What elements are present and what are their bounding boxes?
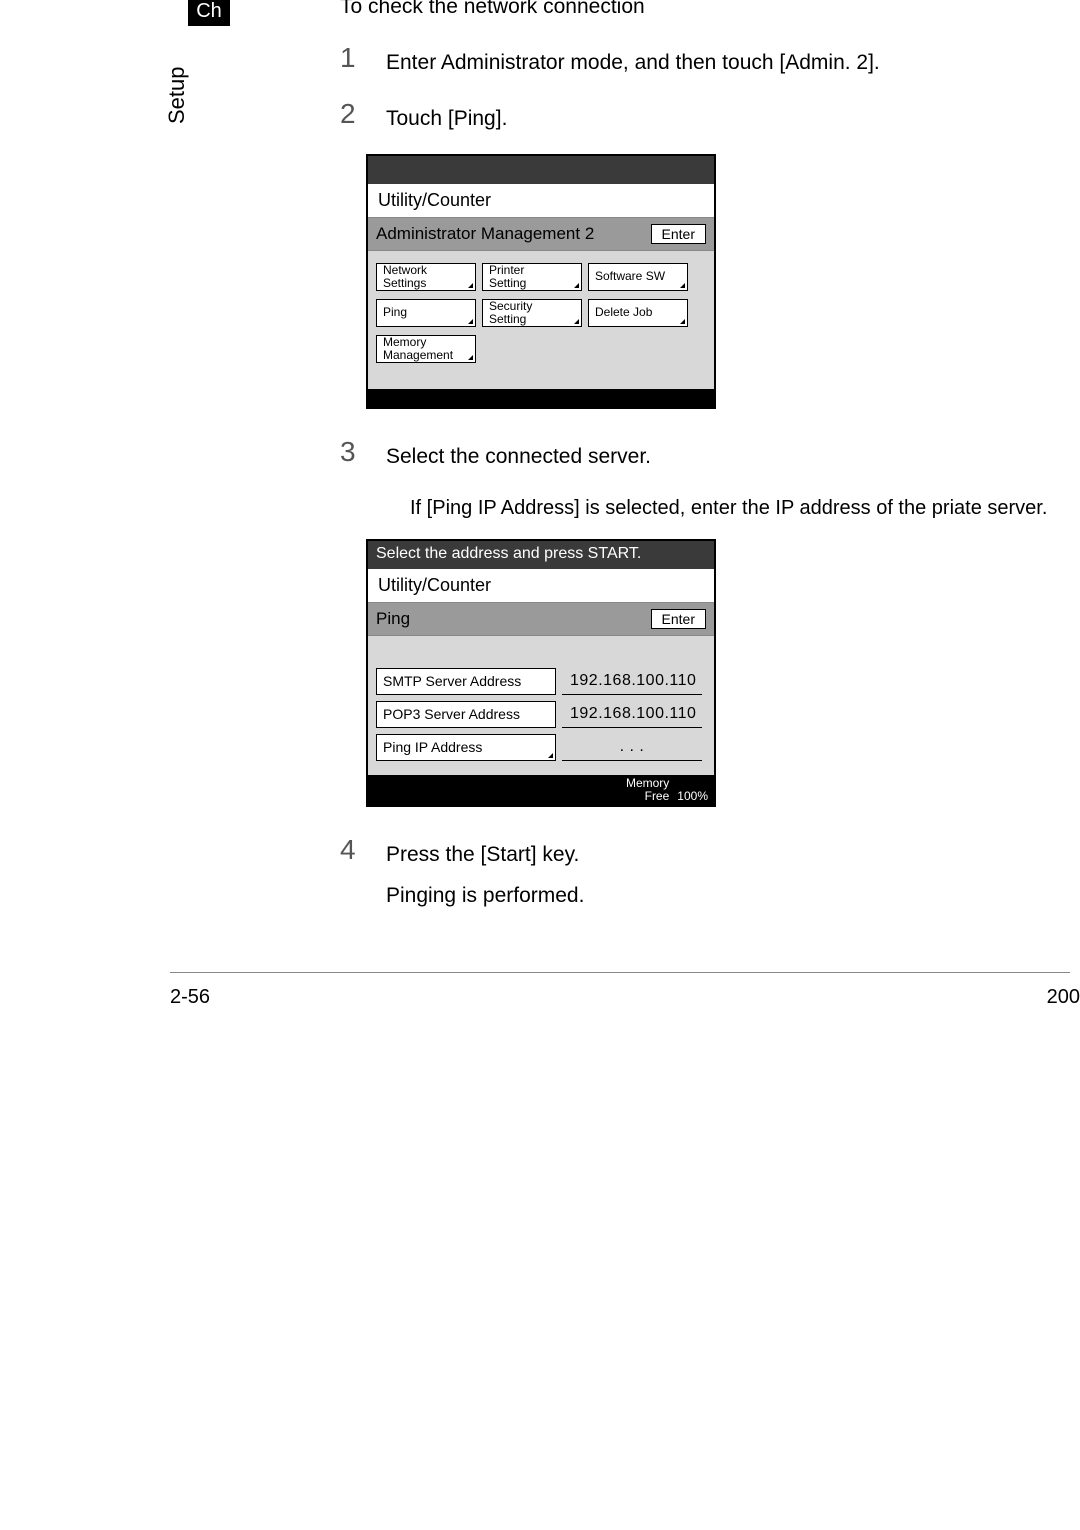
step-number: 4	[340, 835, 386, 866]
memory-free-bar: Memory Free 100%	[368, 775, 714, 805]
smtp-server-button[interactable]: SMTP Server Address	[376, 668, 556, 695]
step-subtext: If [Ping IP Address] is selected, enter …	[410, 493, 1080, 523]
smtp-value: 192.168.100.110	[562, 668, 702, 695]
utility-panel-2: Select the address and press START. Util…	[366, 539, 716, 807]
sidebar-setup-label: Setup	[164, 67, 190, 125]
panel-body: SMTP Server Address 192.168.100.110 POP3…	[368, 636, 714, 775]
panel-greybar: Administrator Management 2 Enter	[368, 218, 714, 251]
button-row: Ping Security Setting Delete Job	[376, 299, 706, 327]
enter-button[interactable]: Enter	[651, 224, 706, 244]
step-text: Select the connected server.	[386, 437, 651, 473]
step-4: 4 Press the [Start] key.	[340, 835, 1080, 871]
network-settings-button[interactable]: Network Settings	[376, 263, 476, 291]
step-text: Touch [Ping].	[386, 99, 507, 135]
page-number-right: 200	[1047, 986, 1080, 1009]
page-number-left: 2-56	[170, 986, 210, 1009]
printer-setting-button[interactable]: Printer Setting	[482, 263, 582, 291]
step-1: 1 Enter Administrator mode, and then tou…	[340, 43, 1080, 79]
panel-greybar: Ping Enter	[368, 603, 714, 636]
pingip-row: Ping IP Address . . .	[376, 734, 706, 761]
greybar-text: Ping	[376, 609, 410, 629]
panel-bottombar	[368, 389, 714, 407]
panel-topbar: Select the address and press START.	[368, 541, 714, 569]
ping-button[interactable]: Ping	[376, 299, 476, 327]
panel-header: Utility/Counter	[368, 184, 714, 218]
greybar-text: Administrator Management 2	[376, 224, 594, 244]
button-row: Network Settings Printer Setting Softwar…	[376, 263, 706, 291]
panel-body: Network Settings Printer Setting Softwar…	[368, 251, 714, 389]
memory-free-label: Memory Free	[626, 777, 669, 803]
pop3-server-button[interactable]: POP3 Server Address	[376, 701, 556, 728]
panel-topbar	[368, 156, 714, 184]
step-number: 1	[340, 43, 386, 74]
memory-free-value: 100%	[677, 789, 708, 803]
step-number: 2	[340, 99, 386, 130]
panel-header: Utility/Counter	[368, 569, 714, 603]
step-3: 3 Select the connected server.	[340, 437, 1080, 473]
memory-management-button[interactable]: Memory Management	[376, 335, 476, 363]
chapter-tab: Ch	[188, 0, 230, 26]
delete-job-button[interactable]: Delete Job	[588, 299, 688, 327]
main-content: To check the network connection 1 Enter …	[340, 0, 1080, 932]
pingip-value: . . .	[562, 734, 702, 761]
step-text: Press the [Start] key.	[386, 835, 579, 871]
button-row: Memory Management	[376, 335, 706, 363]
footer-rule	[170, 972, 1070, 973]
step-text: Pinging is performed.	[386, 876, 584, 912]
step-4b: Pinging is performed.	[340, 876, 1080, 912]
step-number: 3	[340, 437, 386, 468]
step-2: 2 Touch [Ping].	[340, 99, 1080, 135]
smtp-row: SMTP Server Address 192.168.100.110	[376, 668, 706, 695]
enter-button[interactable]: Enter	[651, 609, 706, 629]
utility-panel-1: Utility/Counter Administrator Management…	[366, 154, 716, 409]
software-sw-button[interactable]: Software SW	[588, 263, 688, 291]
pop3-value: 192.168.100.110	[562, 701, 702, 728]
security-setting-button[interactable]: Security Setting	[482, 299, 582, 327]
section-title: To check the network connection	[340, 0, 1080, 19]
pop3-row: POP3 Server Address 192.168.100.110	[376, 701, 706, 728]
step-text: Enter Administrator mode, and then touch…	[386, 43, 880, 79]
ping-ip-button[interactable]: Ping IP Address	[376, 734, 556, 761]
